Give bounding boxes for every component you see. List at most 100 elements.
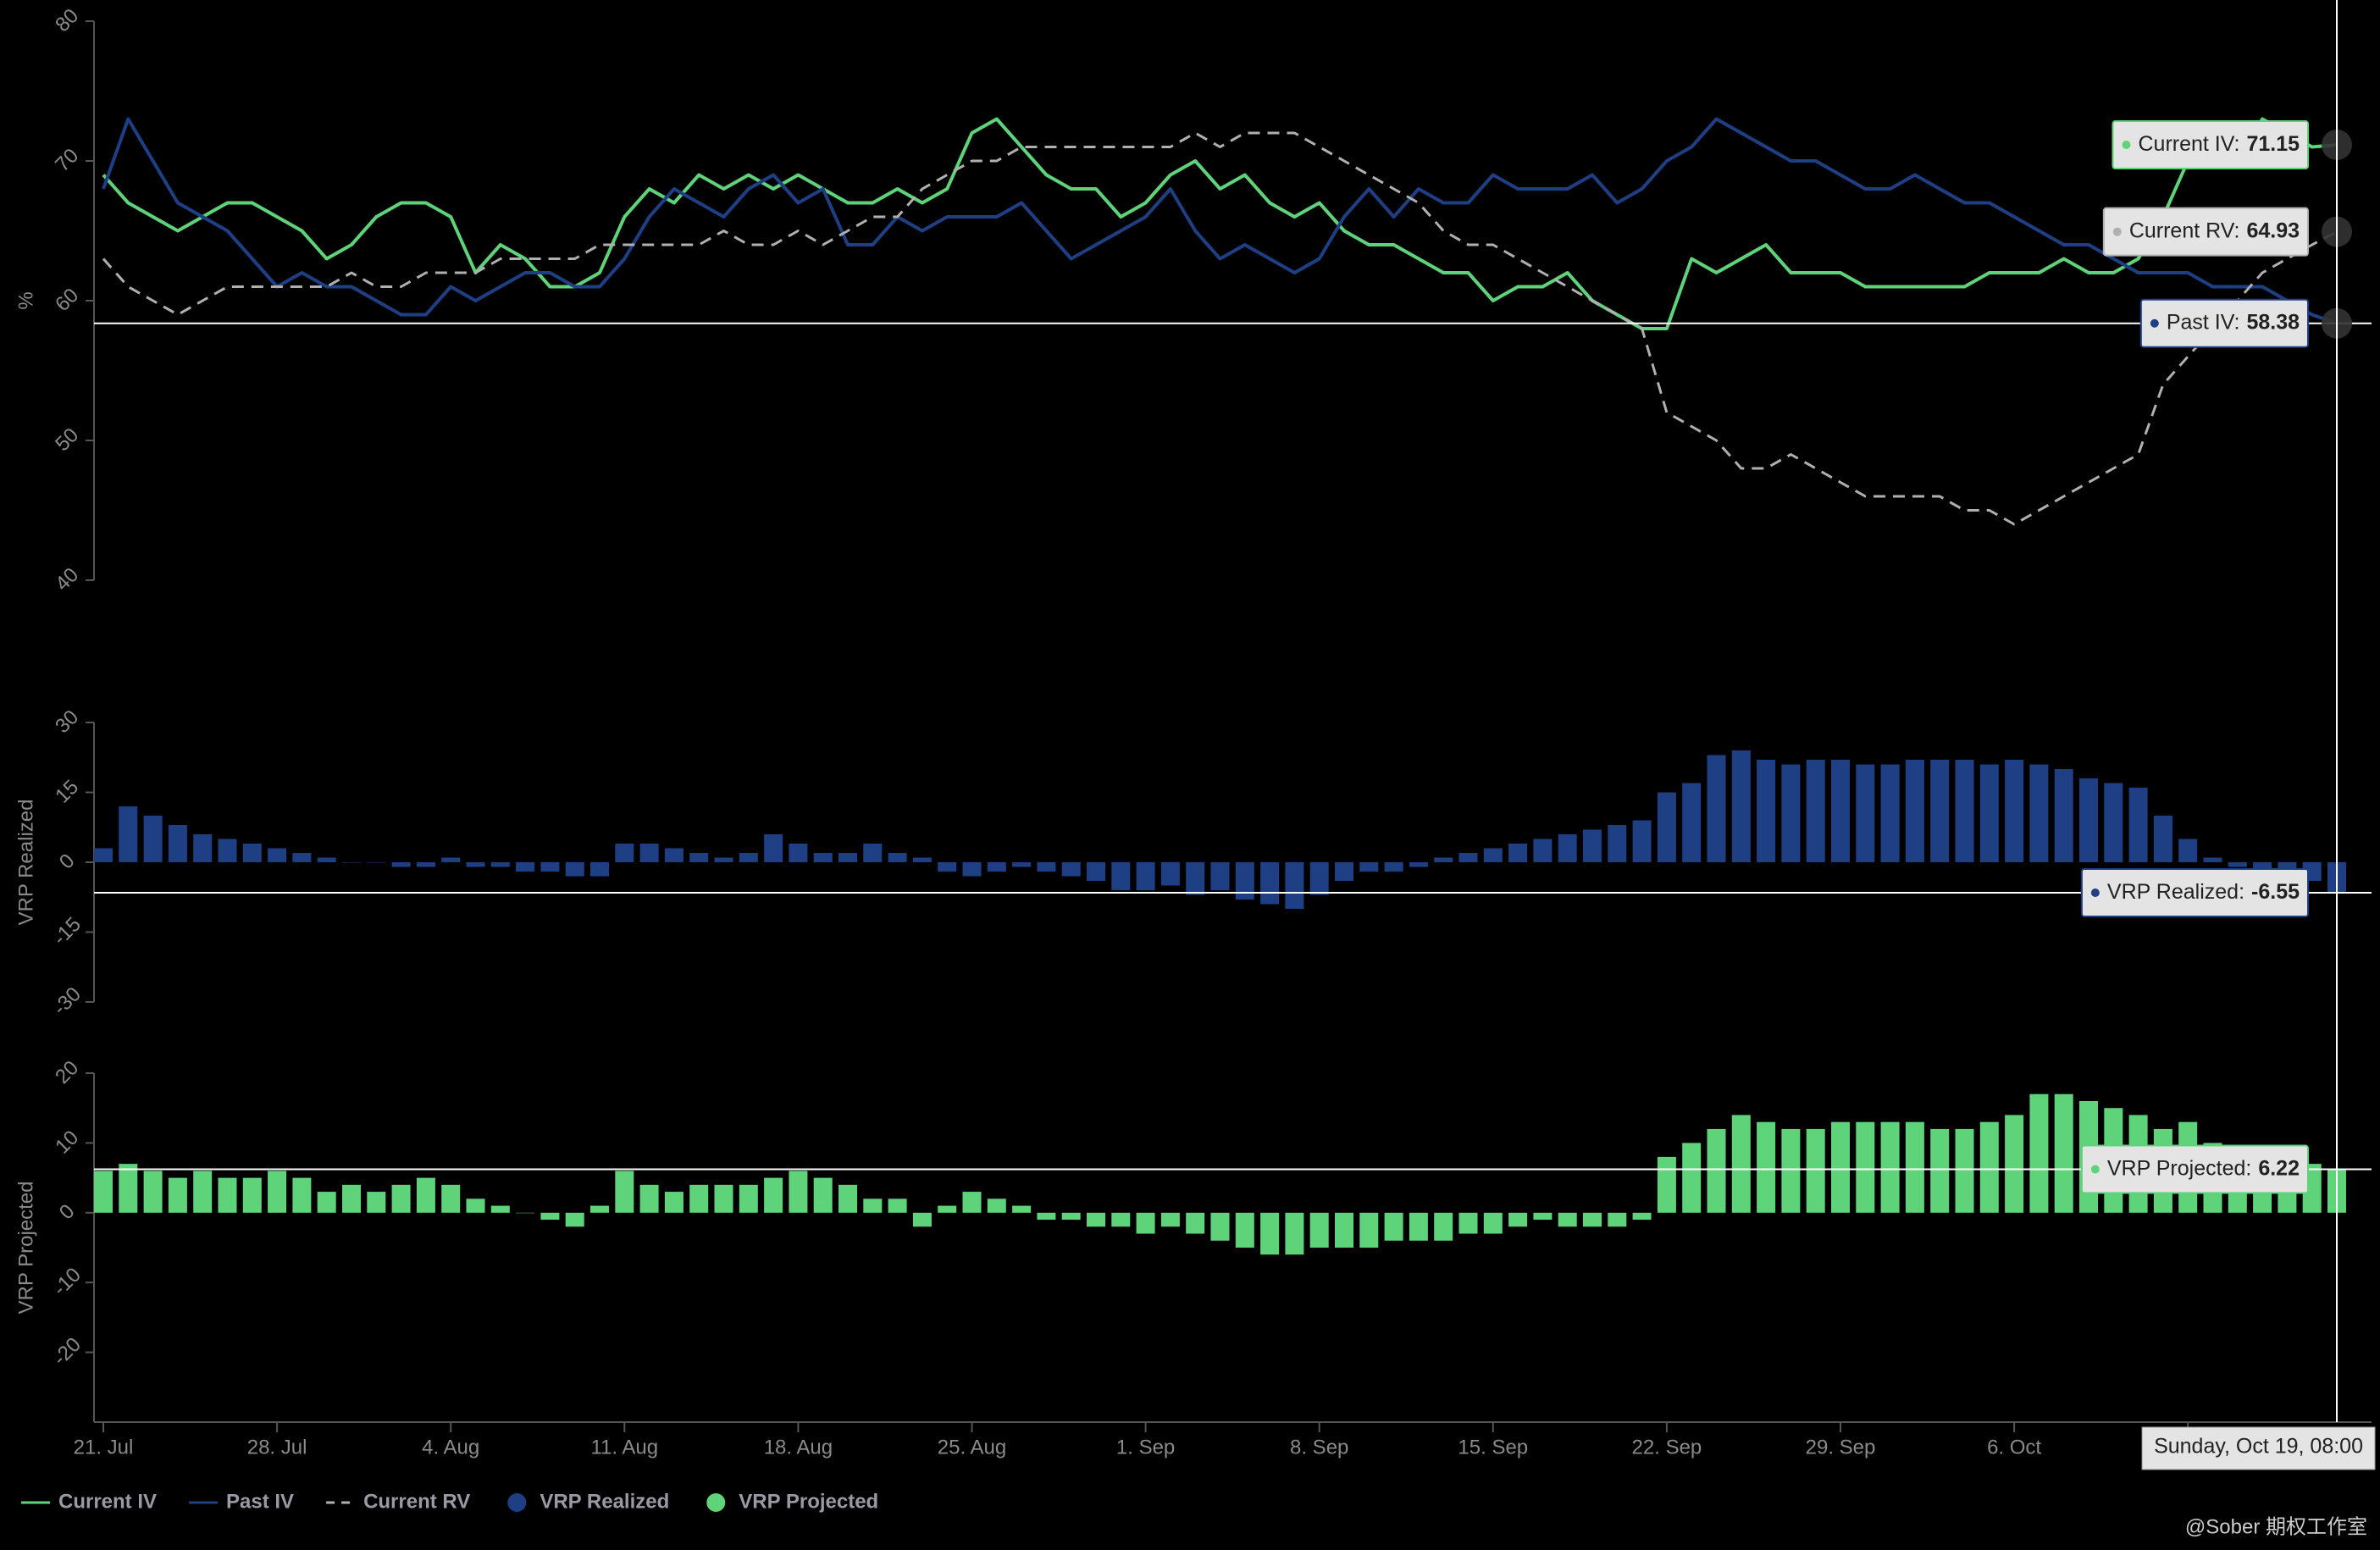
bar	[987, 862, 1006, 872]
y-tick-label: -15	[48, 913, 86, 950]
y-axis-title: %	[14, 291, 37, 309]
bar	[391, 862, 411, 867]
bar	[1508, 1212, 1528, 1227]
bar	[639, 1184, 659, 1213]
bar	[94, 848, 113, 862]
bar	[193, 1171, 213, 1213]
bar	[1260, 1212, 1280, 1255]
bar	[615, 844, 634, 862]
bar	[516, 862, 535, 872]
tooltip-label: Current RV:	[2129, 219, 2240, 242]
line-series	[102, 117, 2338, 325]
bar	[367, 862, 386, 863]
bar	[1087, 1212, 1105, 1227]
bar	[1682, 1143, 1702, 1213]
tooltip-box	[2080, 868, 2309, 918]
bar	[119, 1164, 138, 1213]
bar	[1483, 848, 1503, 862]
legend-label: VRP Projected	[739, 1490, 878, 1513]
bar	[565, 1212, 584, 1227]
line-series	[102, 131, 2338, 526]
bar	[1856, 1121, 1875, 1213]
tooltip-label: Current IV:	[2138, 132, 2239, 156]
tooltip: VRP Realized: -6.55	[2080, 868, 2309, 918]
bar	[168, 1177, 187, 1213]
tooltip-box	[2080, 1144, 2309, 1194]
y-tick-label: 0	[55, 850, 80, 874]
bar	[1037, 862, 1056, 872]
tooltip-text: Current RV: 64.93	[2129, 219, 2300, 242]
bar	[292, 853, 312, 862]
bar	[1731, 1115, 1751, 1213]
bar	[1061, 1212, 1081, 1221]
tooltip: Current IV: 71.15	[2112, 120, 2309, 170]
tooltip-value: 71.15	[2246, 132, 2300, 156]
bar	[1757, 760, 1776, 862]
tooltip-box	[2139, 298, 2309, 348]
tooltip-dot	[2150, 318, 2159, 328]
x-tick-label: 28. Jul	[247, 1436, 307, 1459]
bar	[1533, 839, 1553, 862]
bar	[1335, 1212, 1353, 1248]
bar	[540, 862, 560, 872]
tooltip: VRP Projected: 6.22	[2080, 1144, 2309, 1194]
bar	[1160, 862, 1180, 886]
bar	[2054, 769, 2073, 862]
bar	[1583, 829, 1602, 862]
bar	[1508, 844, 1528, 862]
bar	[1260, 862, 1280, 905]
bar	[168, 825, 187, 862]
bar	[1905, 1121, 1924, 1213]
x-tick-label: 21. Jul	[74, 1436, 134, 1459]
bar	[1930, 1128, 1950, 1213]
bar	[1979, 1121, 1999, 1213]
bar	[1930, 760, 1950, 862]
y-tick-label: 50	[51, 423, 83, 456]
bar	[1335, 862, 1353, 881]
bar	[1186, 1212, 1205, 1234]
bar	[1384, 1212, 1403, 1241]
bar	[1856, 764, 1875, 862]
bar	[2203, 857, 2222, 862]
legend-symbol	[507, 1493, 527, 1512]
x-tick-label: 4. Aug	[422, 1436, 479, 1459]
bar	[938, 862, 957, 872]
bar	[2005, 1115, 2024, 1213]
bar	[1731, 750, 1751, 862]
x-tick-label: 15. Sep	[1458, 1436, 1528, 1459]
x-tick-label: 8. Sep	[1290, 1436, 1348, 1459]
bar	[1037, 1212, 1056, 1221]
y-tick-label: -30	[48, 983, 86, 1020]
bar	[242, 1177, 262, 1213]
bar	[615, 1171, 634, 1213]
bar	[1235, 862, 1254, 900]
bar	[391, 1184, 411, 1213]
date-box	[2141, 1426, 2376, 1470]
bar	[1955, 760, 1974, 862]
bar	[1608, 825, 1627, 862]
bar	[1409, 862, 1428, 867]
bar	[714, 857, 733, 862]
bar	[1657, 792, 1676, 862]
bar	[1757, 1121, 1776, 1213]
bar	[193, 834, 213, 862]
tooltip-box	[2112, 120, 2309, 170]
x-tick-label: 6. Oct	[1987, 1436, 2041, 1459]
crosshair-date: Sunday, Oct 19, 08:00	[2141, 1426, 2376, 1470]
bar	[1781, 764, 1801, 862]
y-tick-label: 70	[51, 144, 83, 176]
bar	[1880, 1121, 1900, 1213]
bar	[987, 1198, 1006, 1213]
bar	[268, 848, 287, 862]
bar	[1583, 1212, 1602, 1227]
bar	[143, 816, 163, 862]
bar	[441, 1184, 461, 1213]
bar	[1533, 1212, 1553, 1221]
bar	[1285, 862, 1304, 909]
legend-symbol	[706, 1493, 726, 1512]
bar	[1880, 764, 1900, 862]
y-tick-label: 30	[51, 706, 83, 738]
bar	[1434, 857, 1453, 862]
bar	[1111, 1212, 1131, 1227]
bar	[1682, 783, 1702, 862]
